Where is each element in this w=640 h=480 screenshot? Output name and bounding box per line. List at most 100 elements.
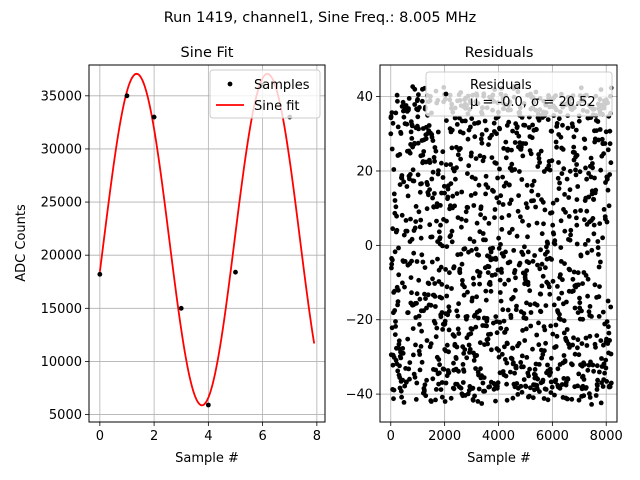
residual-point [433, 334, 439, 340]
residual-point [427, 160, 433, 166]
residual-point [418, 217, 424, 223]
sine-fit-xtick-label: 4 [204, 429, 212, 444]
residual-point [449, 127, 455, 133]
sine-fit-axes: Sine Fit 0 2 4 6 8 5000 10000 15000 20000 25000 30… [14, 45, 326, 466]
residual-point [420, 152, 426, 158]
residual-point [528, 323, 534, 329]
residual-point [549, 158, 555, 164]
residual-point [393, 110, 399, 116]
residual-point [586, 194, 592, 200]
residual-point [409, 123, 415, 129]
residual-point [491, 189, 496, 194]
residual-point [539, 231, 545, 237]
residual-point [541, 396, 547, 401]
residual-point [596, 294, 602, 300]
residual-point [419, 328, 424, 334]
residual-point [563, 209, 568, 215]
residual-point [465, 205, 471, 210]
residual-point [456, 301, 461, 307]
residual-point [603, 129, 609, 135]
residual-point [420, 259, 426, 265]
sine-fit-ytick-label: 20000 [41, 249, 82, 264]
residual-point [568, 227, 574, 233]
residual-point [585, 250, 590, 256]
residual-point [413, 342, 418, 348]
residuals-legend-stats: μ = -0.0, σ = 20.52 [470, 95, 596, 110]
residual-point [541, 221, 546, 227]
residual-point [417, 105, 422, 110]
residual-point [413, 204, 419, 209]
residual-point [395, 124, 401, 130]
residual-point [459, 261, 465, 267]
residual-point [428, 341, 434, 347]
residual-point [522, 338, 528, 343]
residual-point [486, 221, 492, 226]
residual-point [532, 367, 538, 372]
residual-point [388, 114, 394, 119]
residual-point [487, 282, 493, 287]
residuals-legend: Residuals μ = -0.0, σ = 20.52 [425, 71, 613, 117]
residual-point [503, 249, 508, 255]
residual-point [474, 353, 480, 358]
residual-point [480, 231, 486, 236]
residual-point [501, 318, 507, 324]
residual-point [557, 180, 562, 186]
residual-point [591, 368, 596, 374]
residual-point [414, 300, 419, 306]
residual-point [473, 366, 478, 371]
residual-point [515, 208, 521, 214]
residual-point [567, 187, 573, 193]
residual-point [485, 341, 490, 347]
residual-point [469, 326, 475, 332]
residual-point [476, 120, 482, 125]
residual-point [514, 124, 520, 129]
residual-point [433, 367, 439, 373]
residual-point [569, 396, 575, 402]
residual-point [517, 169, 522, 174]
residual-point [500, 174, 505, 180]
residual-point [585, 367, 591, 373]
residual-point [404, 184, 410, 189]
residual-point [409, 136, 415, 141]
residual-point [426, 192, 431, 198]
residual-point [461, 351, 467, 356]
residual-point [465, 136, 471, 142]
residual-point [441, 366, 447, 372]
residual-point [537, 160, 542, 165]
residual-point [465, 171, 470, 177]
residual-point [558, 272, 563, 277]
residual-point [571, 134, 577, 140]
residual-point [522, 244, 527, 250]
residual-point [503, 155, 509, 161]
residual-point [406, 366, 412, 372]
residual-point [402, 284, 407, 290]
residual-point [594, 128, 599, 134]
residual-point [432, 191, 437, 196]
figure-suptitle: Run 1419, channel1, Sine Freq.: 8.005 MH… [164, 10, 477, 26]
residual-point [470, 397, 476, 403]
residual-point [449, 286, 454, 291]
residual-point [582, 242, 588, 247]
residual-point [570, 124, 576, 129]
residual-point [499, 351, 505, 357]
residual-point [511, 248, 517, 253]
sine-fit-ytick-label: 10000 [41, 355, 82, 370]
residual-point [477, 281, 482, 287]
residual-point [449, 239, 455, 245]
residual-point [485, 336, 491, 342]
residual-point [466, 163, 472, 169]
residual-point [540, 352, 546, 357]
sample-point [178, 305, 184, 311]
residual-point [575, 337, 581, 343]
residual-point [595, 119, 601, 124]
residual-point [474, 294, 479, 300]
residual-point [497, 166, 502, 172]
residual-point [476, 386, 482, 392]
residual-point [521, 377, 527, 382]
residual-point [502, 281, 508, 287]
residual-point [565, 125, 571, 131]
residual-point [520, 153, 526, 159]
residual-point [604, 219, 610, 225]
residual-point [561, 330, 567, 336]
